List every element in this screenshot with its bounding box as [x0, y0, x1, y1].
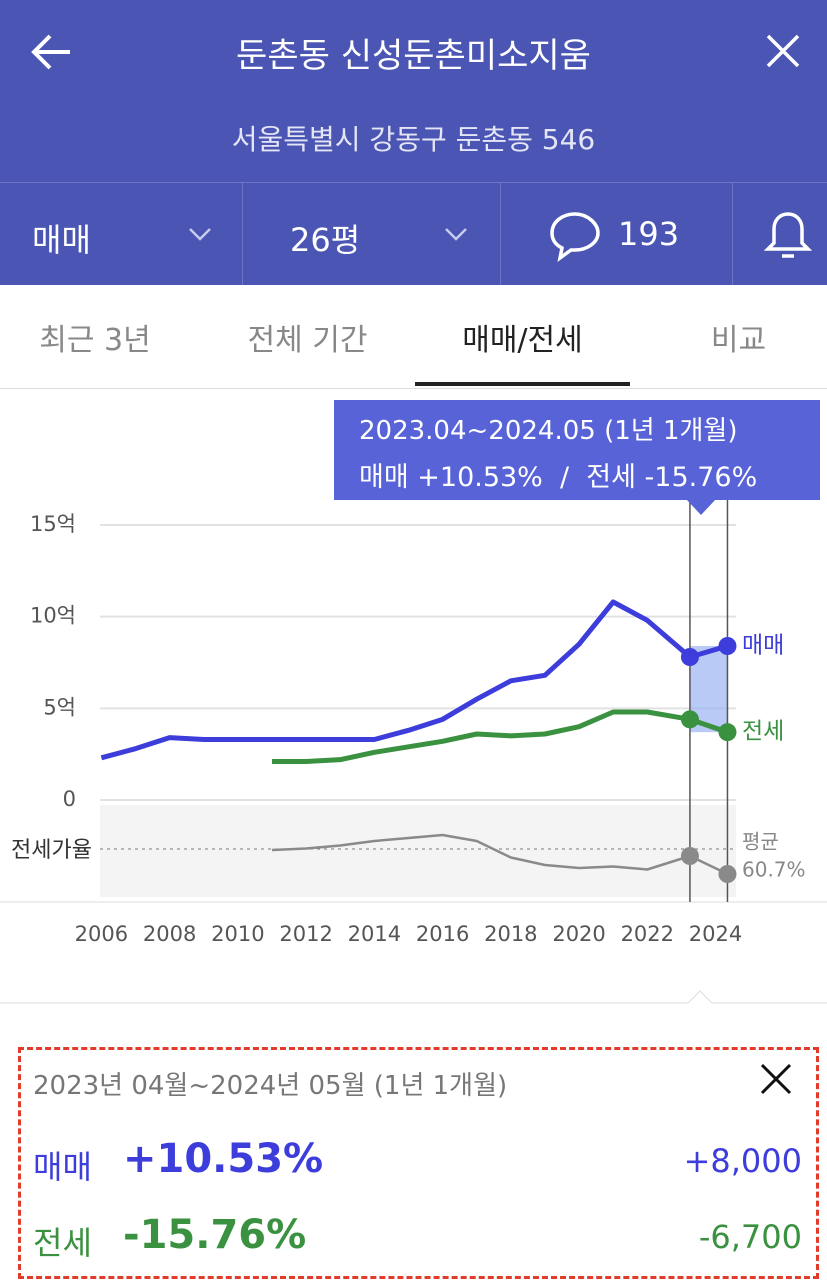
y-tick-label: 15억 [30, 512, 76, 536]
title: 둔촌동 신성둔촌미소지움 [236, 36, 591, 76]
series-label: 매매 [742, 633, 784, 659]
close-button[interactable] [765, 33, 801, 69]
tooltip-summary: 매매 +10.53% / 전세 -15.76% [359, 455, 757, 494]
tabs: 최근 3년 전체 기간 매매/전세 비교 [0, 285, 827, 389]
tooltip-period: 2023.04~2024.05 (1년 1개월) [359, 416, 738, 446]
point [680, 648, 699, 666]
comment-count: 193 [618, 215, 680, 253]
series-label: 전세 [742, 719, 784, 745]
tab[interactable]: 전체 기간 [247, 323, 368, 358]
y-tick-label: 0 [63, 787, 76, 811]
address: 서울특별시 강동구 둔촌동 546 [231, 123, 596, 156]
x-tick-label: 2024 [689, 922, 742, 946]
point [680, 847, 699, 865]
series-line [271, 833, 729, 876]
separator: / [560, 462, 570, 493]
x-tick-label: 2018 [484, 922, 537, 946]
tab[interactable]: 최근 3년 [39, 323, 151, 358]
divider [732, 183, 733, 285]
row-change: -15.76% [123, 1212, 307, 1258]
tab-indicator [415, 382, 630, 386]
row-change: +10.53% [123, 1136, 324, 1182]
y-tick-label: 10억 [30, 604, 76, 628]
tooltip-rent: 전세 -15.76% [586, 462, 758, 493]
point [718, 723, 737, 742]
header: 둔촌동 신성둔촌미소지움 서울특별시 강동구 둔촌동 546 매매 26평 19… [0, 0, 827, 285]
chevron [189, 228, 211, 241]
divider [242, 183, 243, 285]
x-tick-label: 2020 [552, 922, 605, 946]
point [718, 865, 737, 883]
y-tick-label: 5억 [43, 695, 76, 719]
tab[interactable]: 비교 [710, 323, 767, 358]
ratio-label: 전세가율 [11, 838, 92, 863]
row-amount: -6,700 [698, 1218, 802, 1256]
bell-icon[interactable] [764, 208, 812, 264]
comment-icon[interactable] [548, 210, 602, 262]
x-tick-label: 2010 [211, 922, 264, 946]
divider [0, 182, 827, 183]
x-tick-label: 2014 [348, 922, 401, 946]
x-tick-label: 2016 [416, 922, 469, 946]
x-tick-label: 2012 [279, 922, 332, 946]
row-name: 전세 [33, 1224, 92, 1262]
divider [0, 990, 827, 1004]
tab-active[interactable]: 매매/전세 [462, 323, 583, 358]
row-amount: +8,000 [683, 1142, 802, 1180]
chart: 전세가율 평균 60.7% 0 5억 10억 15억 2006 2008 2010 2012 2… [0, 500, 827, 1004]
chevron [445, 228, 467, 241]
point [680, 710, 699, 729]
x-tick-label: 2006 [75, 922, 128, 946]
size[interactable]: 26평 [290, 221, 361, 259]
close-button[interactable] [759, 1062, 793, 1096]
point [718, 637, 737, 655]
series-line [272, 709, 729, 764]
row-name: 매매 [33, 1148, 92, 1186]
summary-period: 2023년 04월~2024년 05월 (1년 1개월) [33, 1071, 508, 1101]
ratio-panel [100, 805, 736, 897]
series-line [100, 599, 729, 761]
tooltip: 2023.04~2024.05 (1년 1개월) 매매 +10.53% / 전세… [334, 400, 820, 500]
summary-panel: 2023년 04월~2024년 05월 (1년 1개월) 매매 +10.53% … [18, 1047, 819, 1279]
average-value: 60.7% [742, 858, 806, 882]
divider [500, 183, 501, 285]
back-button[interactable] [30, 32, 74, 72]
deal-type[interactable]: 매매 [32, 221, 91, 259]
x-tick-label: 2022 [621, 922, 674, 946]
tooltip-pointer [686, 499, 716, 515]
tooltip-buy: 매매 +10.53% [359, 462, 543, 493]
x-tick-label: 2008 [143, 922, 196, 946]
average-label: 평균 [742, 830, 779, 854]
